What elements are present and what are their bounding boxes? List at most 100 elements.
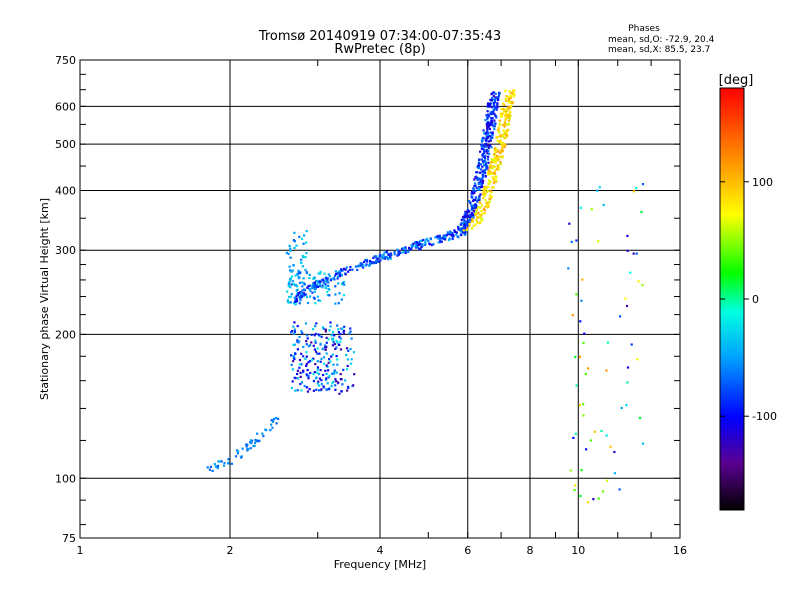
data-point (487, 206, 490, 209)
data-point (485, 143, 489, 146)
data-point (496, 102, 499, 105)
data-point (508, 90, 511, 93)
data-point (369, 259, 372, 263)
data-point (464, 220, 467, 223)
data-point (338, 292, 341, 295)
data-point (485, 201, 488, 205)
data-point (295, 244, 298, 247)
data-point (306, 334, 309, 337)
phase-stats-o: mean, sd,O: -72.9, 20.4 (608, 35, 715, 45)
data-point (605, 369, 608, 372)
data-point (305, 362, 308, 366)
data-point (488, 165, 492, 168)
data-point (412, 245, 415, 248)
data-point (312, 282, 315, 285)
data-point (342, 368, 345, 371)
data-point (491, 121, 494, 124)
data-point (336, 358, 339, 361)
data-point (346, 364, 349, 368)
data-point (313, 334, 316, 337)
data-point (501, 142, 504, 145)
data-point (336, 324, 339, 327)
data-point (504, 136, 507, 139)
data-point (471, 207, 474, 210)
data-point (483, 209, 486, 212)
data-point (331, 372, 334, 375)
data-point (326, 382, 329, 385)
data-point (415, 244, 418, 247)
data-point (511, 91, 514, 94)
data-point (338, 275, 341, 278)
data-point (468, 219, 471, 222)
data-point (475, 218, 478, 222)
data-point (483, 164, 486, 167)
data-point (292, 343, 295, 346)
data-point (461, 228, 464, 231)
data-point (289, 249, 292, 252)
data-point (325, 341, 328, 344)
data-point (501, 124, 505, 127)
data-point (459, 227, 462, 230)
data-point (319, 272, 322, 275)
data-point (492, 158, 495, 161)
data-point (325, 352, 328, 355)
data-point (213, 463, 216, 466)
data-point (471, 212, 474, 215)
data-point (484, 154, 487, 157)
data-point (301, 285, 304, 288)
data-point (317, 389, 321, 392)
data-point (327, 361, 330, 364)
data-point (327, 287, 330, 290)
data-point (470, 190, 474, 193)
data-point (484, 164, 487, 167)
data-point (347, 386, 350, 389)
data-point (299, 371, 302, 374)
data-point (217, 460, 220, 463)
data-point (324, 348, 327, 351)
data-point (597, 240, 600, 243)
data-point (605, 434, 608, 437)
data-point (334, 388, 337, 391)
data-point (290, 283, 293, 286)
data-point (472, 199, 475, 202)
data-point (304, 322, 308, 325)
data-point (487, 113, 490, 116)
data-point (463, 219, 466, 222)
data-point (372, 261, 376, 264)
data-point (334, 378, 337, 381)
data-point (222, 464, 226, 467)
data-point (285, 251, 288, 254)
data-point (507, 101, 510, 104)
data-point (484, 156, 487, 159)
data-point (503, 131, 506, 134)
data-point (468, 224, 471, 227)
data-point (478, 215, 481, 218)
data-point (287, 252, 290, 255)
data-point (489, 139, 492, 142)
data-point (567, 267, 570, 270)
data-point (328, 388, 331, 391)
data-point (427, 239, 430, 243)
data-point (220, 460, 223, 463)
data-point (464, 210, 467, 213)
data-point (476, 216, 479, 219)
data-point (484, 131, 487, 134)
data-point (451, 237, 454, 241)
y-axis-label: Stationary phase Virtual Height [km] (38, 198, 51, 400)
data-point (344, 379, 347, 382)
data-point (290, 270, 293, 273)
data-point (475, 199, 479, 202)
data-point (247, 448, 250, 451)
data-point (480, 217, 483, 220)
data-point (488, 127, 491, 131)
data-point (475, 206, 478, 209)
data-point (363, 260, 366, 264)
data-point (487, 115, 491, 118)
data-point (502, 102, 505, 105)
data-point (375, 255, 378, 258)
data-point (409, 248, 413, 251)
data-point (288, 265, 291, 268)
data-point (493, 160, 496, 163)
data-point (491, 117, 494, 120)
data-point (481, 193, 485, 196)
